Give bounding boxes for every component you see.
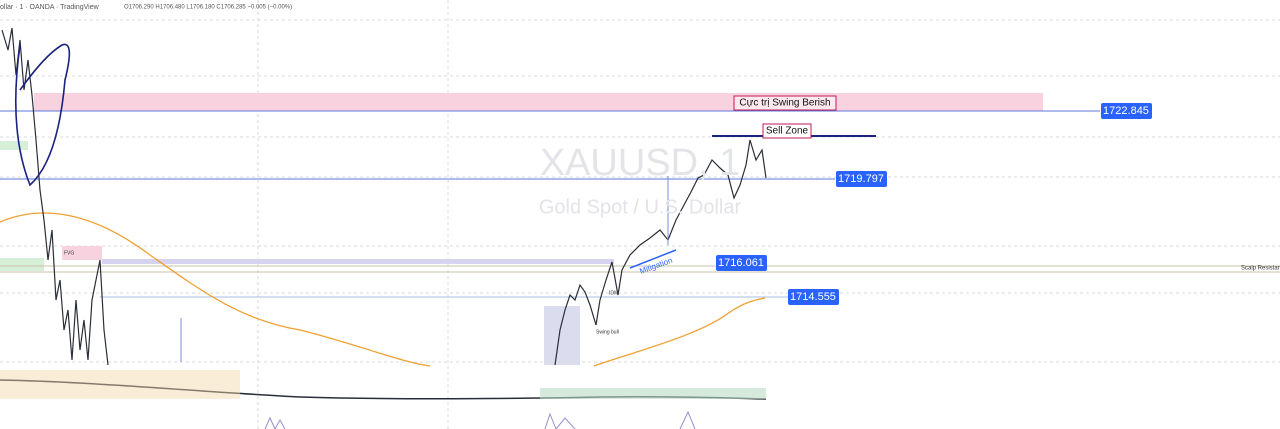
trend-line <box>629 249 677 269</box>
imbalance-zone <box>102 259 614 264</box>
watermark-description: Gold Spot / U.S. Dollar <box>539 196 742 218</box>
order-block <box>544 306 580 365</box>
label-box <box>762 123 812 139</box>
header-ohlc: O1706.290 H1706.480 L1706.180 C1706.285 … <box>124 5 292 11</box>
fvg-zone <box>62 246 102 260</box>
supply-zone <box>34 93 1043 111</box>
price-label-box <box>1101 103 1152 119</box>
swing-label: Swing bull <box>596 329 619 335</box>
mitigation-label: Mitigation <box>638 256 673 276</box>
watermark-symbol: XAUUSD, 1 <box>540 142 741 184</box>
price-label-box <box>836 171 887 187</box>
price-label-box <box>788 289 839 305</box>
moving-average <box>0 212 766 367</box>
zone-label: Cực trị Swing Berish <box>739 98 830 109</box>
price-label-box <box>716 255 767 271</box>
volume-bars <box>540 388 766 399</box>
price-label: 1719.797 <box>838 173 884 185</box>
indicator <box>264 410 696 429</box>
fvg-label: FVG <box>64 250 74 256</box>
price-path <box>1 27 767 366</box>
price-label: 1714.555 <box>790 291 836 303</box>
header-symbol: ollar · 1 · OANDA · TradingView <box>0 4 100 11</box>
drawing <box>14 43 71 187</box>
label-box <box>733 95 837 111</box>
idm-label: IDM <box>609 290 618 296</box>
demand-zone <box>0 258 44 271</box>
price-label: 1716.061 <box>718 257 764 269</box>
demand-zone <box>0 141 28 150</box>
volume-bars <box>0 370 240 399</box>
price-label: 1722.845 <box>1103 105 1149 117</box>
scalp-label: Scalp Resistanc <box>1241 266 1280 272</box>
sell-label: Sell Zone <box>766 126 809 137</box>
